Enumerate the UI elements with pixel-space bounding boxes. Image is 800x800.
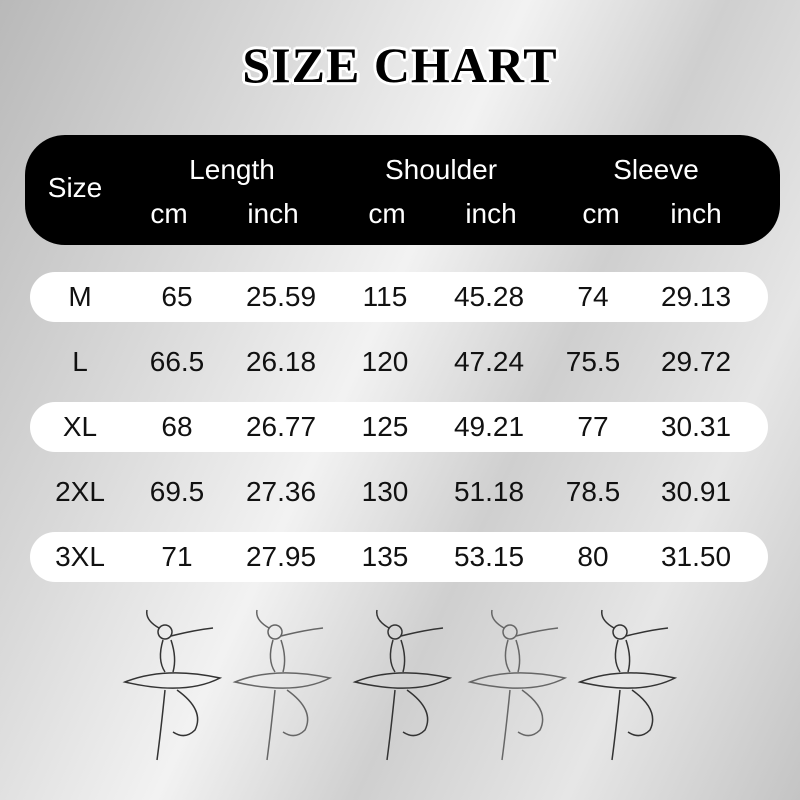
ballerina-icon xyxy=(577,609,678,761)
value-cell: 80 xyxy=(577,541,609,572)
table-row: L 66.5 26.18 120 47.24 75.5 29.72 xyxy=(30,337,768,387)
table-row: XL 68 26.77 125 49.21 77 30.31 xyxy=(30,402,768,452)
value-cell: 71 xyxy=(161,541,193,572)
value-cell: 31.50 xyxy=(660,541,732,572)
page-title: SIZE CHART xyxy=(242,37,558,93)
size-cell: L xyxy=(72,346,88,377)
value-cell: 77 xyxy=(577,411,609,442)
value-cell: 74 xyxy=(577,281,609,312)
value-cell: 120 xyxy=(361,346,409,377)
value-cell: 115 xyxy=(362,281,408,312)
size-cell: 2XL xyxy=(55,476,105,507)
ballerina-icon xyxy=(232,609,333,761)
value-cell: 27.95 xyxy=(245,541,317,572)
header-unit: inch xyxy=(465,198,517,229)
value-cell: 26.77 xyxy=(245,411,317,442)
value-cell: 78.5 xyxy=(565,476,621,507)
value-cell: 49.21 xyxy=(453,411,525,442)
value-cell: 47.24 xyxy=(453,346,525,377)
value-cell: 45.28 xyxy=(453,281,525,312)
value-cell: 68 xyxy=(161,411,193,442)
table-header: Size Length Shoulder Sleeve cm inch cm i… xyxy=(25,135,780,245)
header-shoulder: Shoulder xyxy=(384,154,498,185)
header-unit: inch xyxy=(670,198,722,229)
value-cell: 29.13 xyxy=(660,281,732,312)
header-length: Length xyxy=(189,154,275,185)
table-row: M 65 25.59 115 45.28 74 29.13 xyxy=(30,272,768,322)
size-cell: 3XL xyxy=(55,541,105,572)
value-cell: 26.18 xyxy=(245,346,317,377)
value-cell: 65 xyxy=(161,281,193,312)
header-size: Size xyxy=(47,172,103,203)
table-row: 2XL 69.5 27.36 130 51.18 78.5 30.91 xyxy=(30,467,768,517)
value-cell: 51.18 xyxy=(453,476,525,507)
header-sleeve: Sleeve xyxy=(613,154,699,185)
value-cell: 135 xyxy=(361,541,409,572)
value-cell: 75.5 xyxy=(565,346,621,377)
ballerina-icon xyxy=(122,609,223,761)
value-cell: 27.36 xyxy=(245,476,317,507)
value-cell: 29.72 xyxy=(660,346,732,377)
value-cell: 130 xyxy=(361,476,409,507)
header-unit: cm xyxy=(582,198,620,229)
value-cell: 53.15 xyxy=(453,541,525,572)
value-cell: 25.59 xyxy=(245,281,317,312)
header-unit: cm xyxy=(150,198,188,229)
size-cell: M xyxy=(68,281,92,312)
value-cell: 66.5 xyxy=(149,346,205,377)
table-row: 3XL 71 27.95 135 53.15 80 31.50 xyxy=(30,532,768,582)
value-cell: 30.91 xyxy=(660,476,732,507)
value-cell: 125 xyxy=(361,411,409,442)
ballerina-icon xyxy=(467,609,568,761)
value-cell: 30.31 xyxy=(660,411,732,442)
ballerina-decoration xyxy=(122,609,678,761)
value-cell: 69.5 xyxy=(149,476,205,507)
header-unit: inch xyxy=(247,198,299,229)
size-cell: XL xyxy=(62,411,98,442)
ballerina-icon xyxy=(352,609,453,761)
header-unit: cm xyxy=(368,198,406,229)
